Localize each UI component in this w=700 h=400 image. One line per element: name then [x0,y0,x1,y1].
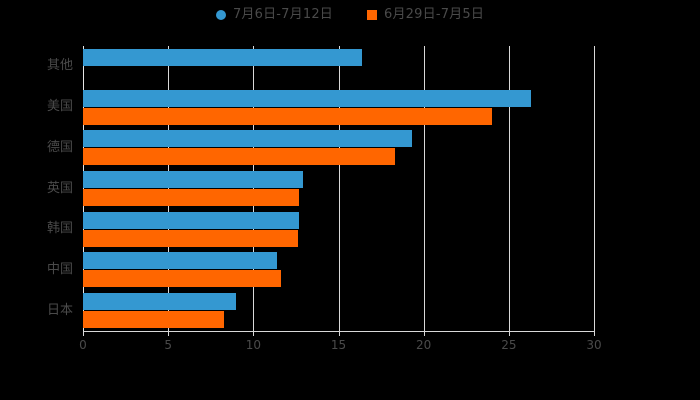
gridline-25 [508,46,510,331]
y-axis-label-1: 美国 [46,99,73,115]
x-tick-label-25: 25 [501,338,517,352]
bar-group-3 [83,171,594,206]
bar-6-series-1[interactable] [83,311,225,329]
bar-1-series-0[interactable] [83,89,531,107]
y-axis-labels: 其他美国德国英国韩国中国日本 [0,46,73,331]
x-tick-10 [253,331,255,336]
x-tick-label-10: 10 [245,338,261,352]
bar-2-series-0[interactable] [83,130,412,148]
bar-group-4 [83,211,594,247]
x-tick-5 [168,331,170,336]
gridline-20 [423,46,425,331]
legend-item-series-1[interactable]: 6月29日-7月5日 [367,8,484,21]
gridline-0 [83,46,84,331]
x-tick-label-15: 15 [330,338,347,352]
bar-4-series-1[interactable] [83,229,298,247]
bar-5-series-1[interactable] [83,270,281,288]
y-axis-label-2: 德国 [46,139,73,155]
x-tick-15 [338,331,340,336]
x-tick-label-5: 5 [164,338,172,352]
gridline-5 [168,46,170,331]
bar-2-series-1[interactable] [83,148,395,166]
gridline-30 [594,46,595,331]
bar-group-6 [83,293,594,329]
x-tick-25 [508,331,510,336]
bar-3-series-1[interactable] [83,189,300,206]
x-axis: 0 5 10 15 20 25 30 [79,331,602,361]
y-axis-label-6: 日本 [46,302,73,318]
x-tick-label-30: 30 [586,338,602,352]
square-marker-icon [367,9,377,20]
y-axis-label-3: 英国 [46,180,73,196]
legend-item-series-0[interactable]: 7月6日-7月12日 [215,7,333,22]
circle-marker-icon [215,9,226,20]
bar-group-2 [83,130,594,166]
bar-1-series-1[interactable] [83,107,492,125]
legend-label-series-0: 7月6日-7月12日 [232,7,333,22]
bar-5-series-0[interactable] [83,252,278,270]
y-axis-label-0: 其他 [46,58,73,74]
y-axis-label-4: 韩国 [46,221,73,237]
x-tick-0 [83,331,84,336]
chart-legend: 7月6日-7月12日 6月29日-7月5日 [0,8,700,21]
y-axis-label-5: 中国 [46,261,73,277]
bar-0-series-0[interactable] [83,48,363,66]
x-tick-30 [594,331,595,336]
x-tick-label-20: 20 [416,338,432,352]
bar-6-series-0[interactable] [83,293,237,311]
gridline-15 [338,46,340,331]
bar-group-0 [83,48,594,84]
bar-group-1 [83,89,594,125]
bar-group-5 [83,252,594,288]
legend-label-series-1: 6月29日-7月5日 [384,7,485,22]
bar-4-series-0[interactable] [83,211,300,229]
gridline-10 [253,46,255,331]
bar-3-series-0[interactable] [83,171,303,188]
plot-area [83,46,595,331]
x-tick-label-0: 0 [79,338,87,352]
x-tick-20 [423,331,425,336]
